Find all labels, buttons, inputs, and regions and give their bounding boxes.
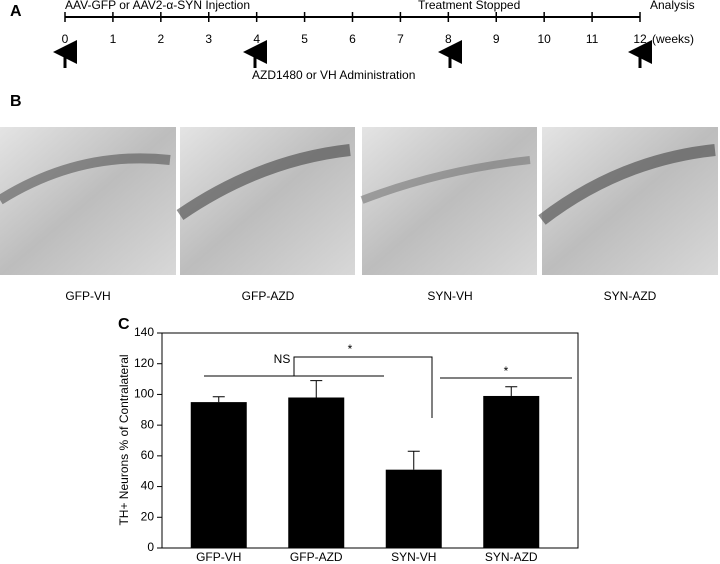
week-label: 1 [110,32,117,46]
week-label: 9 [493,32,500,46]
bar [190,402,247,548]
micrographs [0,127,718,275]
week-label: 6 [349,32,356,46]
week-label: 2 [157,32,164,46]
annotation: * [504,364,509,378]
y-axis-title: TH+ Neurons % of Contralateral [117,354,131,525]
y-tick-label: 60 [141,448,155,462]
arrows [53,40,652,68]
error-bar [505,386,518,396]
x-tick-label: GFP-AZD [290,550,343,564]
error-bar [407,450,420,470]
x-tick-label: SYN-VH [391,550,436,564]
caption: GFP-VH [65,289,110,303]
week-label: 7 [397,32,404,46]
annotation: NS [274,352,291,366]
unit-label: (weeks) [652,32,694,46]
caption: SYN-VH [427,289,472,303]
caption: GFP-AZD [242,289,295,303]
week-label: 8 [445,32,452,46]
y-tick-label: 120 [134,356,154,370]
panel-label: A [10,3,22,20]
week-label: 10 [537,32,551,46]
y-tick-label: 100 [134,387,154,401]
y-tick-label: 0 [147,540,154,554]
event-label: AAV-GFP or AAV2-α-SYN Injection [65,0,250,12]
event-label: Analysis [650,0,695,12]
week-label: 12 [633,32,647,46]
error-bar [212,396,225,403]
x-tick-label: SYN-AZD [485,550,538,564]
week-label: 3 [205,32,212,46]
panel-label: B [10,93,22,110]
significance [204,356,572,418]
event-label: Treatment Stopped [418,0,520,12]
annotation: * [348,342,353,356]
week-label: 0 [62,32,69,46]
bar [483,395,540,548]
bar [385,469,442,548]
plot-frame [161,332,579,549]
panel-label: C [118,316,130,333]
week-label: 4 [253,32,260,46]
error-bar [310,380,323,398]
event-label: AZD1480 or VH Administration [252,68,415,82]
y-tick-label: 20 [141,509,155,523]
caption: SYN-AZD [604,289,657,303]
week-label: 5 [301,32,308,46]
week-label: 11 [586,32,599,46]
bar [288,397,345,548]
x-tick-label: GFP-VH [196,550,241,564]
y-tick-label: 80 [141,417,155,431]
y-tick-label: 140 [134,325,154,339]
y-tick-label: 40 [141,479,155,493]
